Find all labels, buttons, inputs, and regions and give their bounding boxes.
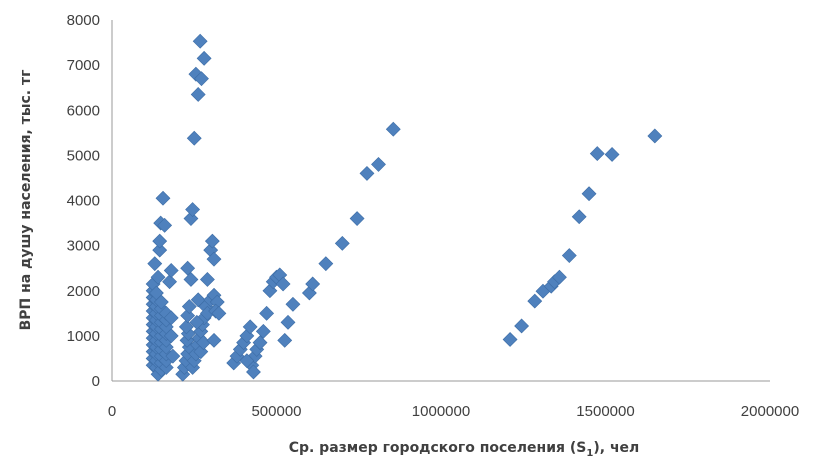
data-point — [552, 269, 567, 285]
y-tick-label: 4000 — [67, 193, 100, 210]
x-tick-label: 1000000 — [412, 403, 470, 420]
y-tick-label: 7000 — [67, 57, 100, 74]
y-tick-label: 8000 — [67, 12, 100, 29]
data-point — [255, 323, 271, 339]
data-point — [165, 348, 181, 364]
data-point — [157, 217, 173, 233]
data-point — [581, 186, 597, 202]
data-point — [318, 256, 334, 272]
data-point — [371, 156, 386, 172]
data-point — [181, 299, 197, 314]
data-point — [162, 274, 177, 290]
data-point — [153, 294, 169, 310]
data-point — [589, 146, 605, 161]
data-point — [204, 233, 220, 249]
data-point — [185, 202, 201, 217]
y-tick-label: 5000 — [67, 147, 100, 164]
data-point — [275, 276, 291, 292]
x-axis-title: Ср. размер городского поселения (S1), че… — [289, 440, 640, 457]
y-tick-label: 1000 — [67, 328, 100, 345]
data-point — [527, 293, 543, 309]
x-tick-label: 0 — [108, 403, 116, 420]
data-point — [190, 292, 206, 308]
data-point — [163, 310, 179, 326]
data-point — [647, 128, 663, 144]
data-point — [502, 332, 518, 347]
y-tick-labels: 0 1000 2000 3000 4000 5000 6000 7000 8000 — [67, 12, 100, 390]
x-tick-labels: 0 500000 1000000 1500000 2000000 — [108, 403, 799, 420]
data-point — [196, 50, 212, 66]
data-point — [252, 335, 268, 351]
data-point — [180, 260, 196, 276]
x-axis-title-main: Ср. размер городского поселения (S — [289, 440, 587, 456]
data-point — [211, 305, 227, 321]
data-point — [150, 269, 166, 285]
data-point — [192, 33, 208, 49]
data-point — [604, 147, 620, 162]
data-point — [183, 272, 199, 287]
data-point — [561, 248, 577, 263]
data-point — [571, 209, 587, 225]
data-point — [199, 272, 215, 287]
data-point — [385, 121, 401, 137]
x-axis-title-subscript: 1 — [586, 448, 593, 457]
data-point — [239, 353, 255, 369]
data-point — [514, 318, 530, 334]
data-point — [206, 251, 222, 267]
data-point — [242, 319, 258, 335]
data-point — [152, 233, 168, 249]
data-point — [189, 314, 205, 330]
y-tick-label: 0 — [92, 373, 100, 390]
data-point — [186, 130, 202, 146]
data-point — [334, 235, 350, 251]
data-point — [280, 314, 296, 330]
x-tick-label: 2000000 — [741, 403, 799, 420]
data-point — [155, 190, 171, 206]
data-point — [147, 256, 163, 272]
data-point — [359, 166, 375, 181]
y-tick-label: 6000 — [67, 102, 100, 119]
y-tick-label: 3000 — [67, 238, 100, 255]
data-point — [349, 211, 365, 226]
data-point — [152, 242, 168, 258]
data-point — [190, 87, 206, 102]
x-tick-label: 500000 — [251, 403, 301, 420]
data-point — [259, 305, 275, 321]
x-tick-label: 1500000 — [576, 403, 634, 420]
data-point — [206, 332, 222, 348]
data-point — [277, 332, 293, 348]
data-point — [285, 296, 301, 312]
data-point — [305, 276, 321, 292]
data-point — [163, 328, 179, 344]
y-tick-label: 2000 — [67, 283, 100, 300]
data-point — [178, 319, 194, 335]
data-point — [194, 71, 209, 87]
y-axis-title: ВРП на душу населения, тыс. тг — [18, 70, 34, 331]
x-axis-title-tail: ), чел — [593, 440, 639, 456]
data-point — [163, 263, 179, 278]
plot-area — [111, 20, 770, 382]
data-points — [145, 33, 663, 382]
data-point — [246, 364, 261, 380]
